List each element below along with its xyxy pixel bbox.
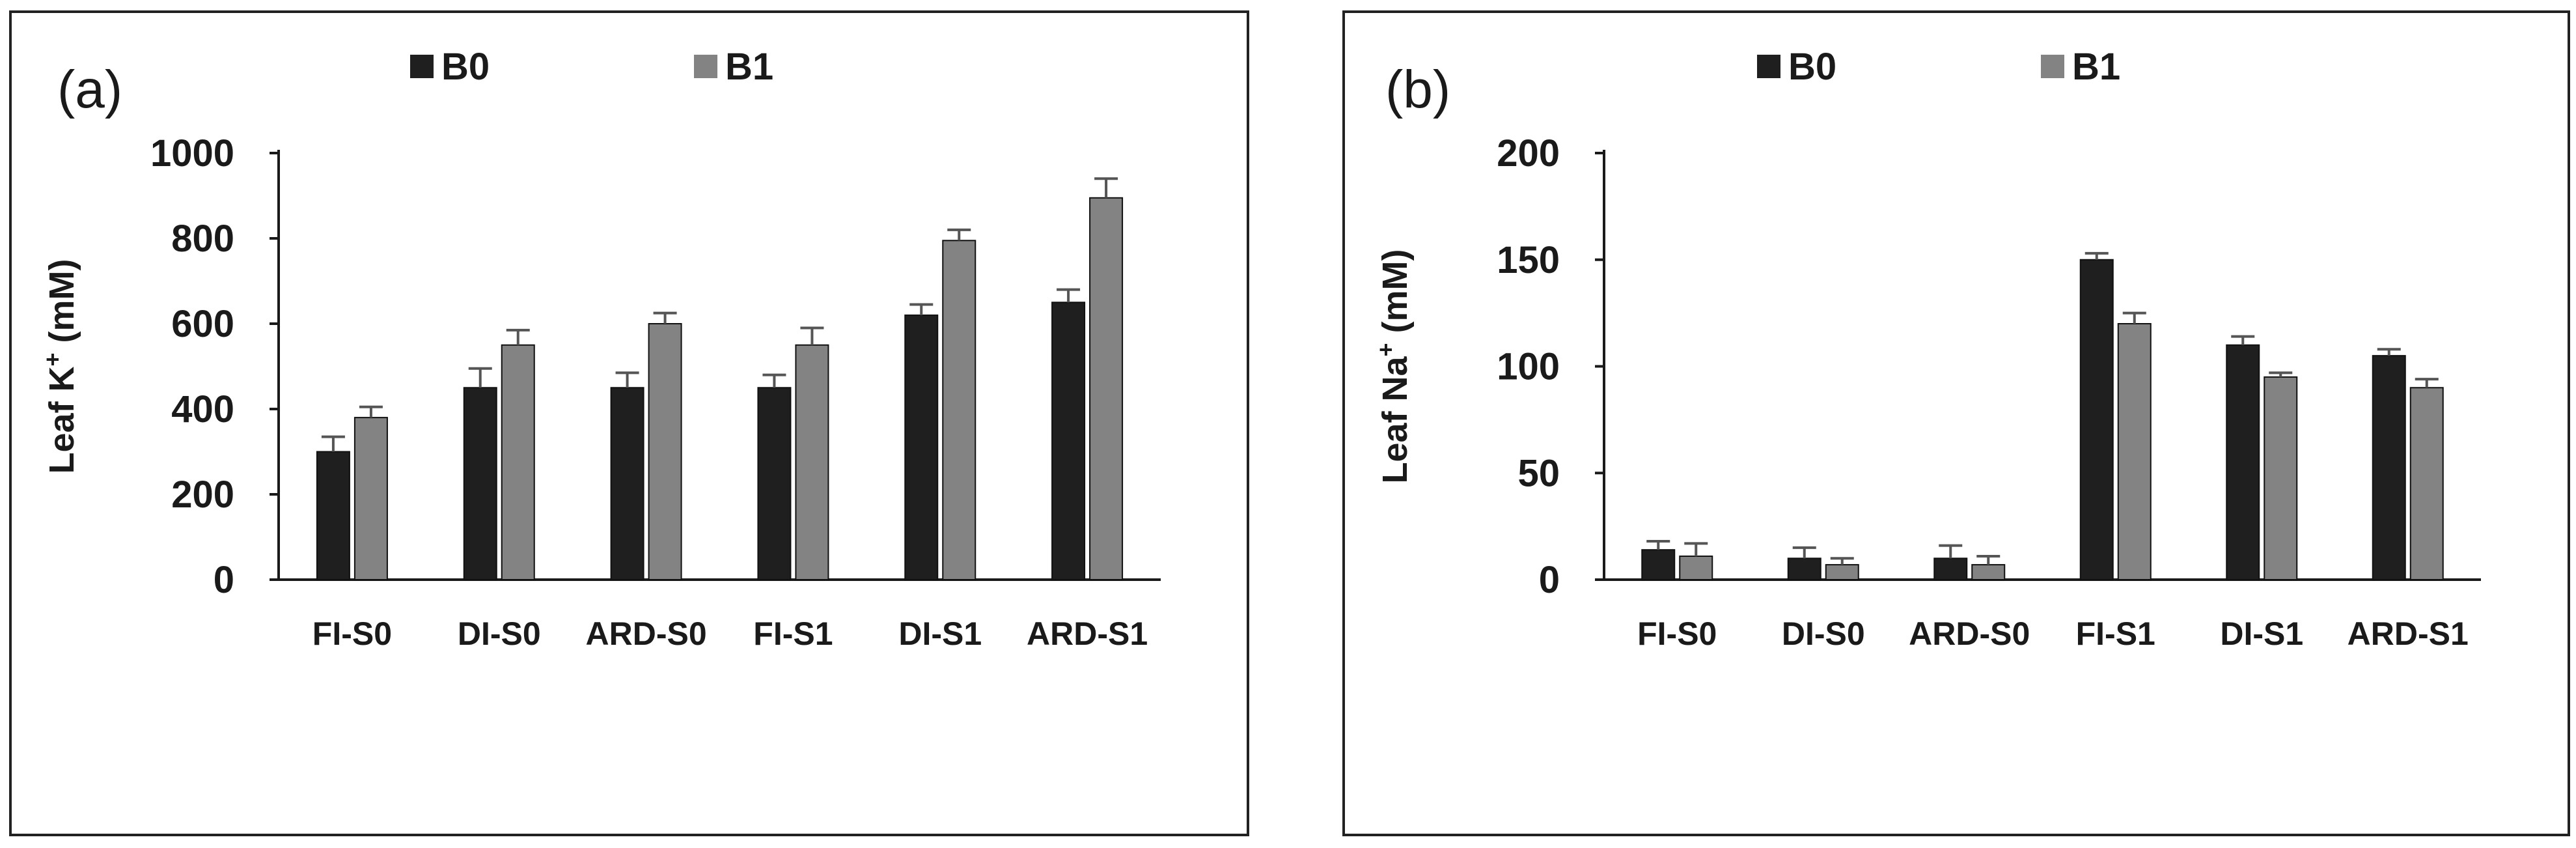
x-tick-label: ARD-S1 <box>2347 615 2469 652</box>
y-tick-label: 0 <box>214 559 234 601</box>
x-tick-label: FI-S0 <box>1637 615 1717 652</box>
y-tick-label: 800 <box>171 218 234 260</box>
chart-panel-b: (b) B0 B1 Leaf Na+ (mM) 0 50 100 150 200 FI-S0 DI-… <box>1342 10 2570 836</box>
x-tick-label: FI-S0 <box>312 615 392 652</box>
x-tick-label: DI-S0 <box>1782 615 1865 652</box>
x-tick-label: ARD-S0 <box>1909 615 2030 652</box>
y-tick-label: 0 <box>1539 559 1560 601</box>
bar-b1 <box>942 240 976 580</box>
y-axis-label: Leaf K+ (mM) <box>39 259 82 473</box>
legend-swatch-b1 <box>694 55 717 78</box>
bar-b0 <box>2372 355 2406 580</box>
y-axis-label: Leaf Na+ (mM) <box>1372 249 1415 483</box>
y-tick-label: 200 <box>171 473 234 516</box>
legend-swatch-b0 <box>1757 55 1780 78</box>
legend-swatch-b1 <box>2041 55 2064 78</box>
chart-a: (a) B0 B1 Leaf K+ (mM) 0 200 400 600 800 1000 FI-S… <box>39 46 1161 652</box>
x-tick-label: DI-S1 <box>2220 615 2303 652</box>
bar-b0 <box>1051 302 1086 580</box>
bar-b0 <box>1787 558 1821 580</box>
bar-b0 <box>904 314 939 580</box>
bar-b0 <box>757 387 792 580</box>
chart-b: (b) B0 B1 Leaf Na+ (mM) 0 50 100 150 200 FI-S0 DI-… <box>1372 46 2481 652</box>
bar-b1 <box>2117 323 2152 580</box>
bar-b1 <box>2409 387 2444 580</box>
x-tick-label: FI-S1 <box>753 615 833 652</box>
bar-b1 <box>1971 564 2006 581</box>
bar-b1 <box>1825 564 1859 581</box>
bar-b1 <box>795 344 829 580</box>
bar-b1 <box>353 417 388 580</box>
bar-b0 <box>2079 259 2114 580</box>
x-tick-label: ARD-S1 <box>1027 615 1148 652</box>
y-tick-label: 150 <box>1497 239 1560 281</box>
y-tick-label: 50 <box>1517 452 1560 494</box>
y-tick-label: 1000 <box>150 132 234 175</box>
y-tick-label: 200 <box>1497 132 1560 175</box>
panel-label-b: (b) <box>1385 60 1450 119</box>
bar-b0 <box>1641 549 1676 581</box>
bar-b0 <box>610 387 644 580</box>
bar-b0 <box>316 451 350 580</box>
bar-b1 <box>648 323 682 580</box>
bar-b1 <box>2264 376 2298 580</box>
bar-b1 <box>1679 555 1713 580</box>
x-tick-label: ARD-S0 <box>586 615 707 652</box>
bar-b1 <box>501 344 535 580</box>
legend-label-b0: B0 <box>441 46 490 88</box>
bar-b1 <box>1089 197 1124 580</box>
bar-b0 <box>2226 344 2260 580</box>
legend-label-b1: B1 <box>2072 46 2120 88</box>
chart-panel-a: (a) B0 B1 Leaf K+ (mM) 0 200 400 600 800 1000 FI-S… <box>9 10 1249 836</box>
y-tick-label: 600 <box>171 303 234 345</box>
legend-label-b1: B1 <box>725 46 773 88</box>
y-tick-label: 100 <box>1497 346 1560 388</box>
legend-label-b0: B0 <box>1788 46 1836 88</box>
x-tick-label: FI-S1 <box>2076 615 2155 652</box>
legend-swatch-b0 <box>410 55 434 78</box>
bar-b0 <box>1933 558 1968 580</box>
panel-label-a: (a) <box>57 60 122 119</box>
x-tick-label: DI-S1 <box>898 615 982 652</box>
y-tick-label: 400 <box>171 388 234 431</box>
x-tick-label: DI-S0 <box>458 615 541 652</box>
bar-b0 <box>463 387 497 580</box>
